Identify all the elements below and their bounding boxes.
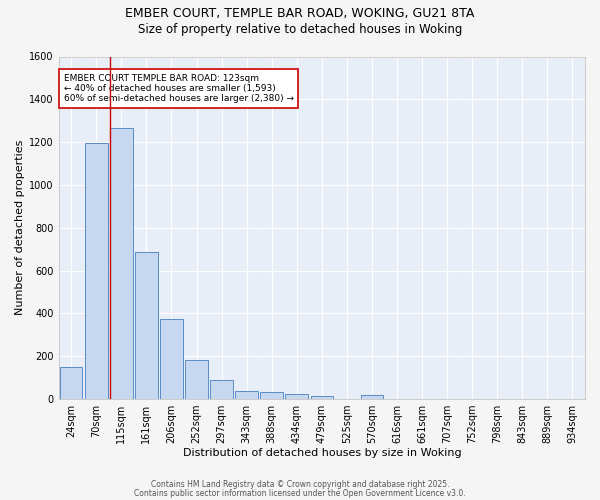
Bar [185,360,208,399]
Bar [260,392,283,399]
Text: Contains HM Land Registry data © Crown copyright and database right 2025.: Contains HM Land Registry data © Crown c… [151,480,449,489]
Text: Size of property relative to detached houses in Woking: Size of property relative to detached ho… [138,22,462,36]
Y-axis label: Number of detached properties: Number of detached properties [15,140,25,316]
Bar [60,367,82,399]
Text: Contains public sector information licensed under the Open Government Licence v3: Contains public sector information licen… [134,488,466,498]
Bar [286,394,308,399]
Text: EMBER COURT TEMPLE BAR ROAD: 123sqm
← 40% of detached houses are smaller (1,593): EMBER COURT TEMPLE BAR ROAD: 123sqm ← 40… [64,74,294,104]
Bar [361,395,383,399]
Text: EMBER COURT, TEMPLE BAR ROAD, WOKING, GU21 8TA: EMBER COURT, TEMPLE BAR ROAD, WOKING, GU… [125,8,475,20]
Bar [160,318,183,399]
Bar [311,396,333,399]
Bar [110,128,133,399]
Bar [210,380,233,399]
X-axis label: Distribution of detached houses by size in Woking: Distribution of detached houses by size … [182,448,461,458]
Bar [85,143,107,399]
Bar [135,252,158,399]
Bar [235,391,258,399]
